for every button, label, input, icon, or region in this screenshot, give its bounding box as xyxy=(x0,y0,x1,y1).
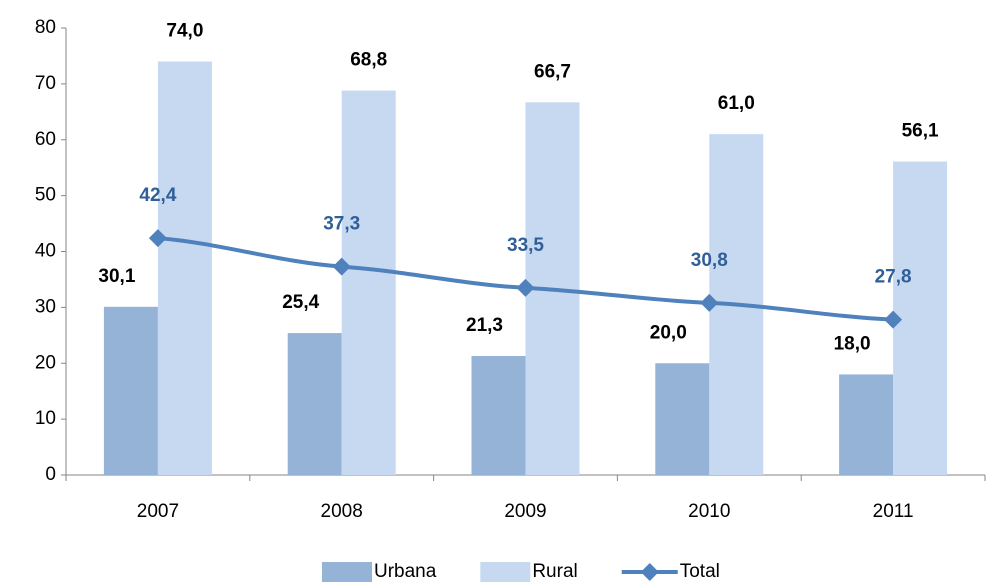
x-tick-label: 2011 xyxy=(873,501,914,522)
data-label: 21,3 xyxy=(466,315,503,336)
y-tick-label: 30 xyxy=(35,296,56,317)
bar xyxy=(103,306,158,475)
legend-marker xyxy=(640,563,659,581)
data-label: 37,3 xyxy=(323,214,360,235)
data-label: 33,5 xyxy=(507,235,544,256)
legend-label: Total xyxy=(680,561,720,582)
data-label: 18,0 xyxy=(834,333,871,354)
bar xyxy=(655,363,710,475)
data-label: 68,8 xyxy=(350,50,387,71)
data-label: 30,1 xyxy=(98,266,135,287)
bar xyxy=(287,333,342,475)
line-marker xyxy=(516,278,535,297)
data-label: 56,1 xyxy=(902,121,939,142)
line-marker xyxy=(884,310,903,329)
bar xyxy=(157,61,212,476)
line-marker xyxy=(700,293,719,312)
y-tick-label: 10 xyxy=(35,408,56,429)
bar xyxy=(839,374,894,475)
line-marker xyxy=(148,229,167,248)
y-tick-label: 60 xyxy=(35,129,56,150)
legend-swatch xyxy=(480,562,531,582)
data-label: 27,8 xyxy=(875,267,912,288)
y-tick-label: 80 xyxy=(35,17,56,38)
x-tick-label: 2009 xyxy=(504,501,546,522)
legend-swatch xyxy=(322,562,372,582)
bar xyxy=(471,355,526,475)
data-label: 20,0 xyxy=(650,322,687,343)
y-tick-label: 20 xyxy=(35,352,56,373)
legend: Urbana Rural Total xyxy=(322,561,720,582)
x-tick-label: 2007 xyxy=(137,501,179,522)
x-tick-label: 2008 xyxy=(321,501,363,522)
y-tick-label: 40 xyxy=(35,241,56,262)
x-tick-label: 2010 xyxy=(688,501,730,522)
data-label: 74,0 xyxy=(166,21,203,42)
data-label: 66,7 xyxy=(534,61,571,82)
bar xyxy=(341,90,396,475)
data-label: 61,0 xyxy=(718,93,755,114)
data-label: 42,4 xyxy=(139,185,176,206)
legend-label: Urbana xyxy=(374,561,437,582)
y-tick-label: 70 xyxy=(35,73,56,94)
legend-label: Rural xyxy=(532,561,577,582)
y-tick-label: 50 xyxy=(35,185,56,206)
bar xyxy=(893,161,948,475)
line-marker xyxy=(332,257,351,276)
y-tick-label: 0 xyxy=(45,464,56,485)
data-label: 25,4 xyxy=(282,292,319,313)
data-label: 30,8 xyxy=(691,250,728,271)
